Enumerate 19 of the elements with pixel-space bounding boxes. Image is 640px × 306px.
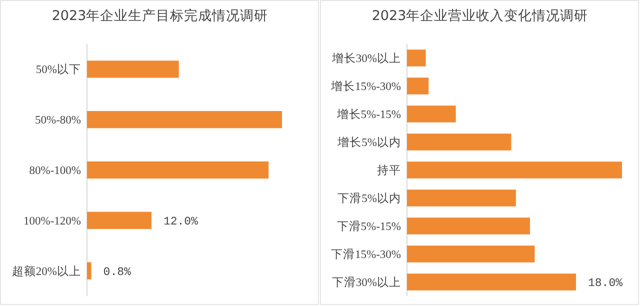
y-tick-label: 增长5%-15% bbox=[336, 108, 402, 121]
data-label: 18.0% bbox=[588, 277, 623, 290]
data-label: 12.0% bbox=[163, 215, 198, 228]
data-label: 0.8% bbox=[103, 266, 131, 279]
y-tick-label: 下滑30%以上 bbox=[332, 276, 401, 289]
y-tick-label: 增长15%-30% bbox=[330, 80, 402, 93]
y-tick-label: 50%以下 bbox=[36, 63, 81, 76]
y-tick-label: 超额20%以上 bbox=[12, 264, 81, 278]
y-tick-label: 增长30%以上 bbox=[330, 52, 401, 65]
y-tick-label: 下滑5%以内 bbox=[338, 192, 401, 205]
chart-title: 2023年企业生产目标完成情况调研 bbox=[52, 8, 268, 24]
y-tick-label: 持平 bbox=[377, 164, 401, 177]
chart-title: 2023年企业营业收入变化情况调研 bbox=[372, 8, 588, 24]
y-tick-label: 80%-100% bbox=[29, 165, 82, 177]
y-tick-label: 100%-120% bbox=[24, 215, 82, 228]
y-tick-label: 50%-80% bbox=[35, 114, 82, 127]
y-tick-label: 增长5%以内 bbox=[336, 136, 401, 149]
y-tick-label: 下滑5%-15% bbox=[336, 220, 402, 233]
y-tick-label: 下滑15%-30% bbox=[331, 248, 402, 261]
